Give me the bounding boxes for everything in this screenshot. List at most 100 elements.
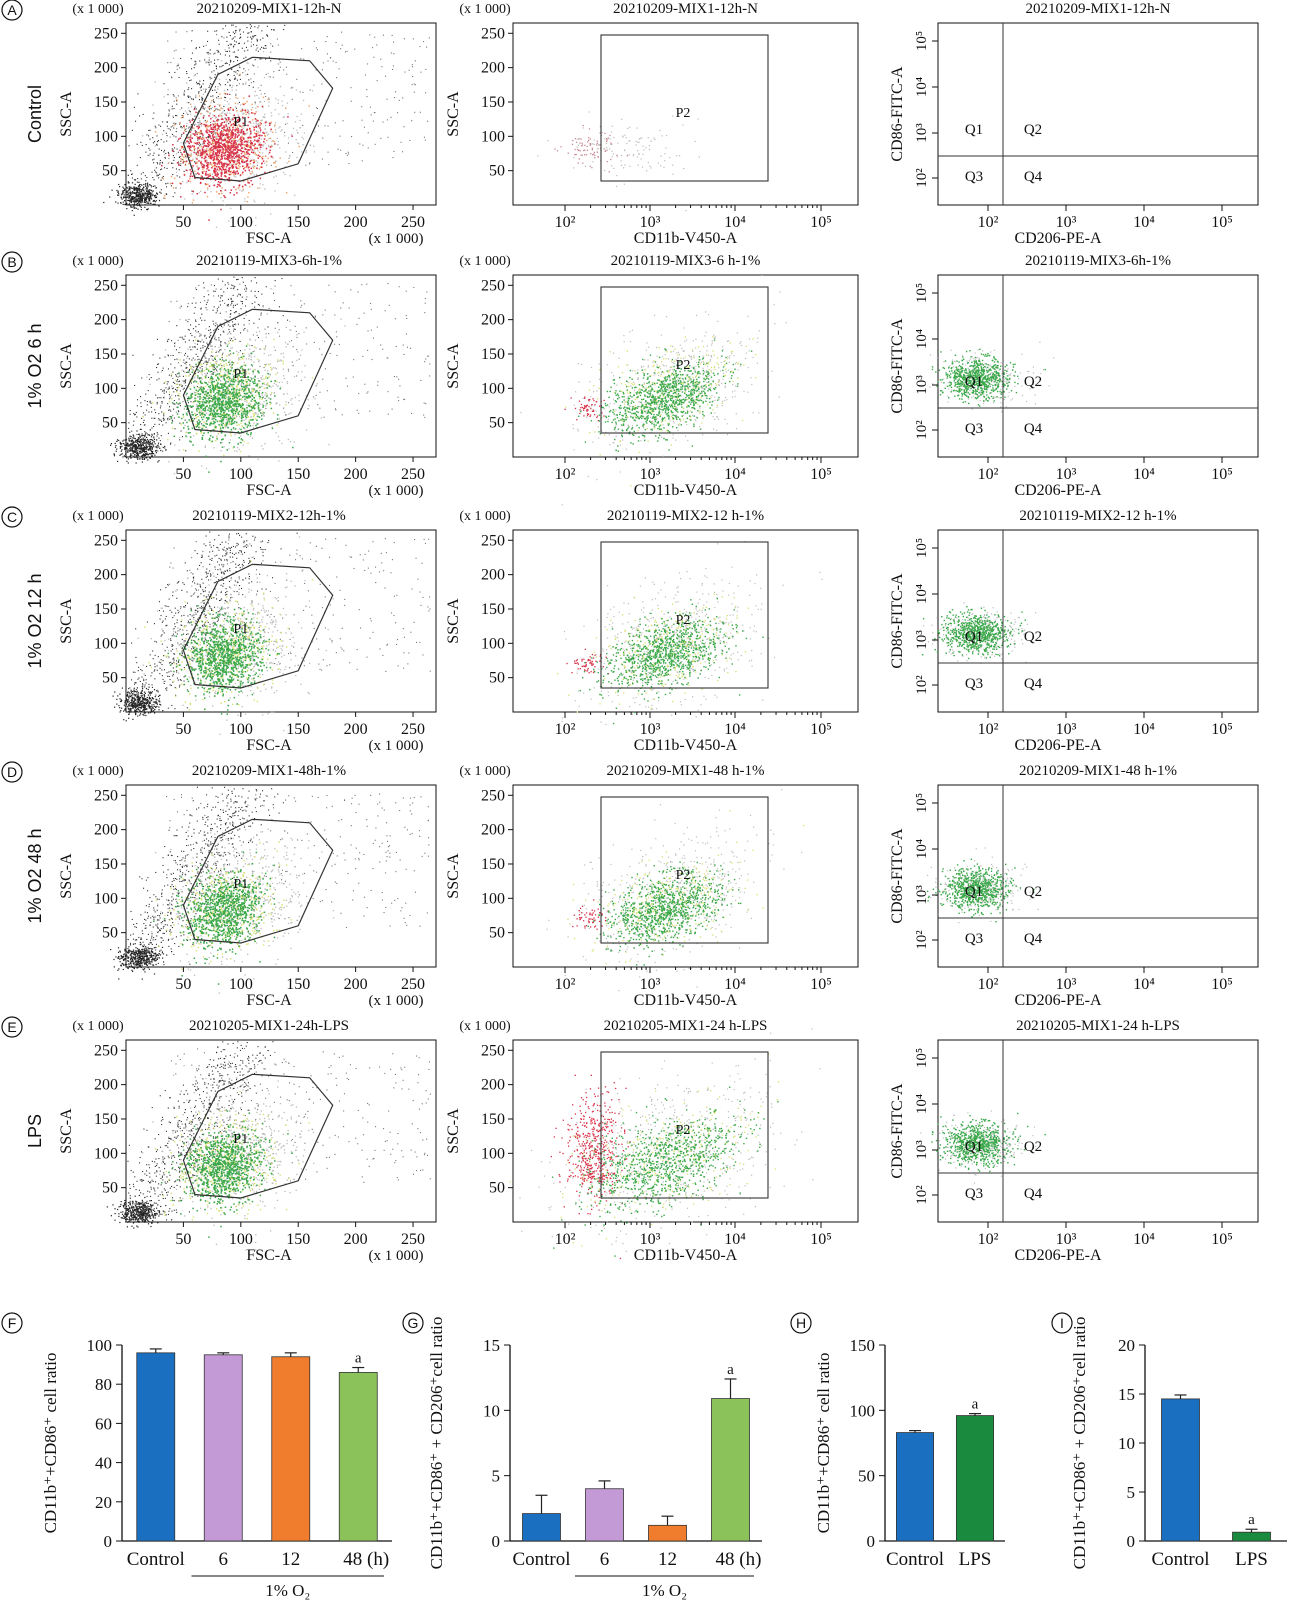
event-dot xyxy=(190,154,193,156)
event-dot xyxy=(212,114,214,116)
event-dot xyxy=(123,194,125,196)
event-dot xyxy=(119,447,121,449)
event-dot xyxy=(126,444,128,446)
event-dot xyxy=(199,113,202,115)
event-dot xyxy=(218,135,220,137)
event-dot xyxy=(167,403,169,405)
event-dot xyxy=(141,445,143,447)
event-dot xyxy=(119,186,121,188)
event-dot xyxy=(168,110,170,112)
event-dot xyxy=(301,371,303,373)
event-dot xyxy=(300,300,302,302)
event-dot xyxy=(156,338,158,340)
event-dot xyxy=(298,145,300,148)
event-dot xyxy=(225,141,227,144)
event-dot xyxy=(246,100,248,103)
event-dot xyxy=(234,126,236,129)
event-dot xyxy=(264,397,266,399)
event-dot xyxy=(188,329,190,331)
event-dot xyxy=(259,187,261,189)
event-dot xyxy=(183,156,185,158)
event-dot xyxy=(205,150,208,153)
event-dot xyxy=(227,81,229,83)
event-dot xyxy=(163,195,166,197)
event-dot xyxy=(172,125,174,127)
event-dot xyxy=(165,183,167,185)
event-dot xyxy=(264,45,266,47)
event-dot xyxy=(220,288,222,290)
event-dot xyxy=(236,85,238,87)
event-dot xyxy=(245,418,247,420)
event-dot xyxy=(173,50,175,52)
event-dot xyxy=(241,410,243,412)
event-dot xyxy=(280,353,282,355)
event-dot xyxy=(231,167,234,169)
event-dot xyxy=(145,182,147,185)
event-dot xyxy=(187,402,189,404)
event-dot xyxy=(248,95,251,97)
event-dot xyxy=(233,117,236,119)
event-dot xyxy=(233,160,236,162)
event-dot xyxy=(126,460,128,462)
event-dot xyxy=(190,349,192,351)
event-dot xyxy=(327,125,329,127)
event-dot xyxy=(143,194,145,196)
event-dot xyxy=(149,191,151,194)
event-dot xyxy=(262,305,264,307)
event-dot xyxy=(225,171,227,174)
event-dot xyxy=(259,89,261,91)
event-dot xyxy=(175,131,177,133)
event-dot xyxy=(228,47,230,49)
event-dot xyxy=(211,139,214,142)
event-dot xyxy=(255,120,257,122)
event-dot xyxy=(392,157,394,159)
event-dot xyxy=(224,426,226,429)
event-dot xyxy=(242,188,244,190)
event-dot xyxy=(274,162,276,164)
event-dot xyxy=(248,145,250,147)
event-dot xyxy=(150,402,152,404)
event-dot xyxy=(248,69,250,71)
event-dot xyxy=(621,154,623,157)
event-dot xyxy=(146,440,148,442)
event-dot xyxy=(285,107,287,110)
event-dot xyxy=(259,124,262,127)
event-dot xyxy=(205,170,207,173)
event-dot xyxy=(219,53,221,55)
event-dot xyxy=(177,410,179,412)
event-dot xyxy=(245,305,247,307)
event-dot xyxy=(245,157,248,159)
event-dot xyxy=(240,300,242,302)
event-dot xyxy=(245,298,247,300)
event-dot xyxy=(250,147,252,149)
event-dot xyxy=(137,437,139,439)
event-dot xyxy=(246,62,248,64)
event-dot xyxy=(588,137,590,139)
event-dot xyxy=(190,125,192,128)
event-dot xyxy=(610,158,612,161)
event-dot xyxy=(245,310,247,312)
event-dot xyxy=(233,450,236,452)
event-dot xyxy=(256,40,258,42)
event-dot xyxy=(149,439,151,441)
event-dot xyxy=(208,336,210,338)
event-dot xyxy=(203,355,206,357)
event-dot xyxy=(126,457,128,459)
event-dot xyxy=(153,433,155,435)
event-dot xyxy=(240,145,242,147)
event-dot xyxy=(140,402,142,404)
event-dot xyxy=(237,114,239,116)
event-dot xyxy=(296,156,298,159)
event-dot xyxy=(213,366,215,368)
event-dot xyxy=(243,109,245,111)
event-dot xyxy=(210,151,212,153)
event-dot xyxy=(233,175,235,177)
event-dot xyxy=(268,98,270,100)
event-dot xyxy=(315,69,317,71)
event-dot xyxy=(226,158,228,160)
event-dot xyxy=(628,154,630,156)
event-dot xyxy=(216,149,218,151)
event-dot xyxy=(174,345,176,347)
event-dot xyxy=(229,107,232,109)
event-dot xyxy=(251,142,253,144)
